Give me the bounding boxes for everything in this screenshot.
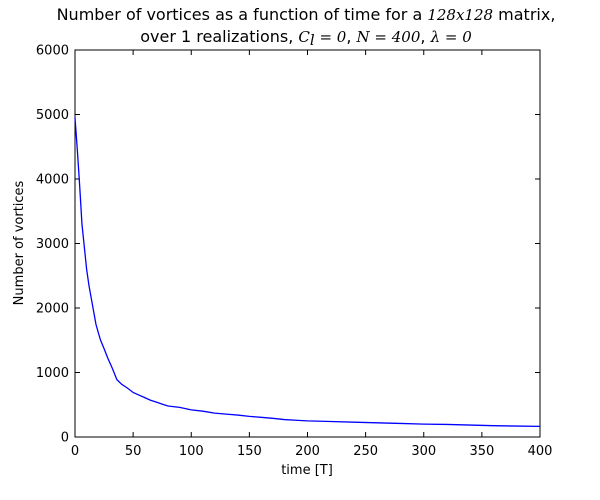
y-tick-label: 2000 [36, 302, 69, 317]
series-line [74, 117, 541, 428]
series-layer [74, 117, 541, 428]
ticks-layer: 0 50 100 150 200 250 300 350 4000100020003000400… [36, 44, 553, 460]
chart-title-line1: Number of vortices as a function of time… [57, 5, 556, 24]
x-tick-label: 150 [237, 444, 262, 459]
y-axis-label: Number of vortices [12, 180, 27, 305]
x-tick-label: 350 [469, 444, 494, 459]
y-tick-label: 5000 [36, 108, 69, 123]
x-tick-label: 250 [353, 444, 378, 459]
chart-title-line2: over 1 realizations, Cl = 0, N = 400, λ … [140, 27, 472, 49]
y-tick-label: 3000 [36, 237, 69, 252]
x-tick-label: 300 [411, 444, 436, 459]
x-tick-label: 400 [528, 444, 553, 459]
plot-area [74, 49, 541, 438]
x-tick-label: 200 [295, 444, 320, 459]
y-tick-label: 6000 [36, 44, 69, 59]
x-tick-label: 100 [179, 444, 204, 459]
y-tick-label: 4000 [36, 173, 69, 188]
y-tick-label: 0 [61, 431, 69, 446]
x-axis-label: time [T] [281, 463, 333, 478]
x-tick-label: 50 [125, 444, 142, 459]
x-tick-label: 0 [71, 444, 79, 459]
y-tick-label: 1000 [36, 366, 69, 381]
